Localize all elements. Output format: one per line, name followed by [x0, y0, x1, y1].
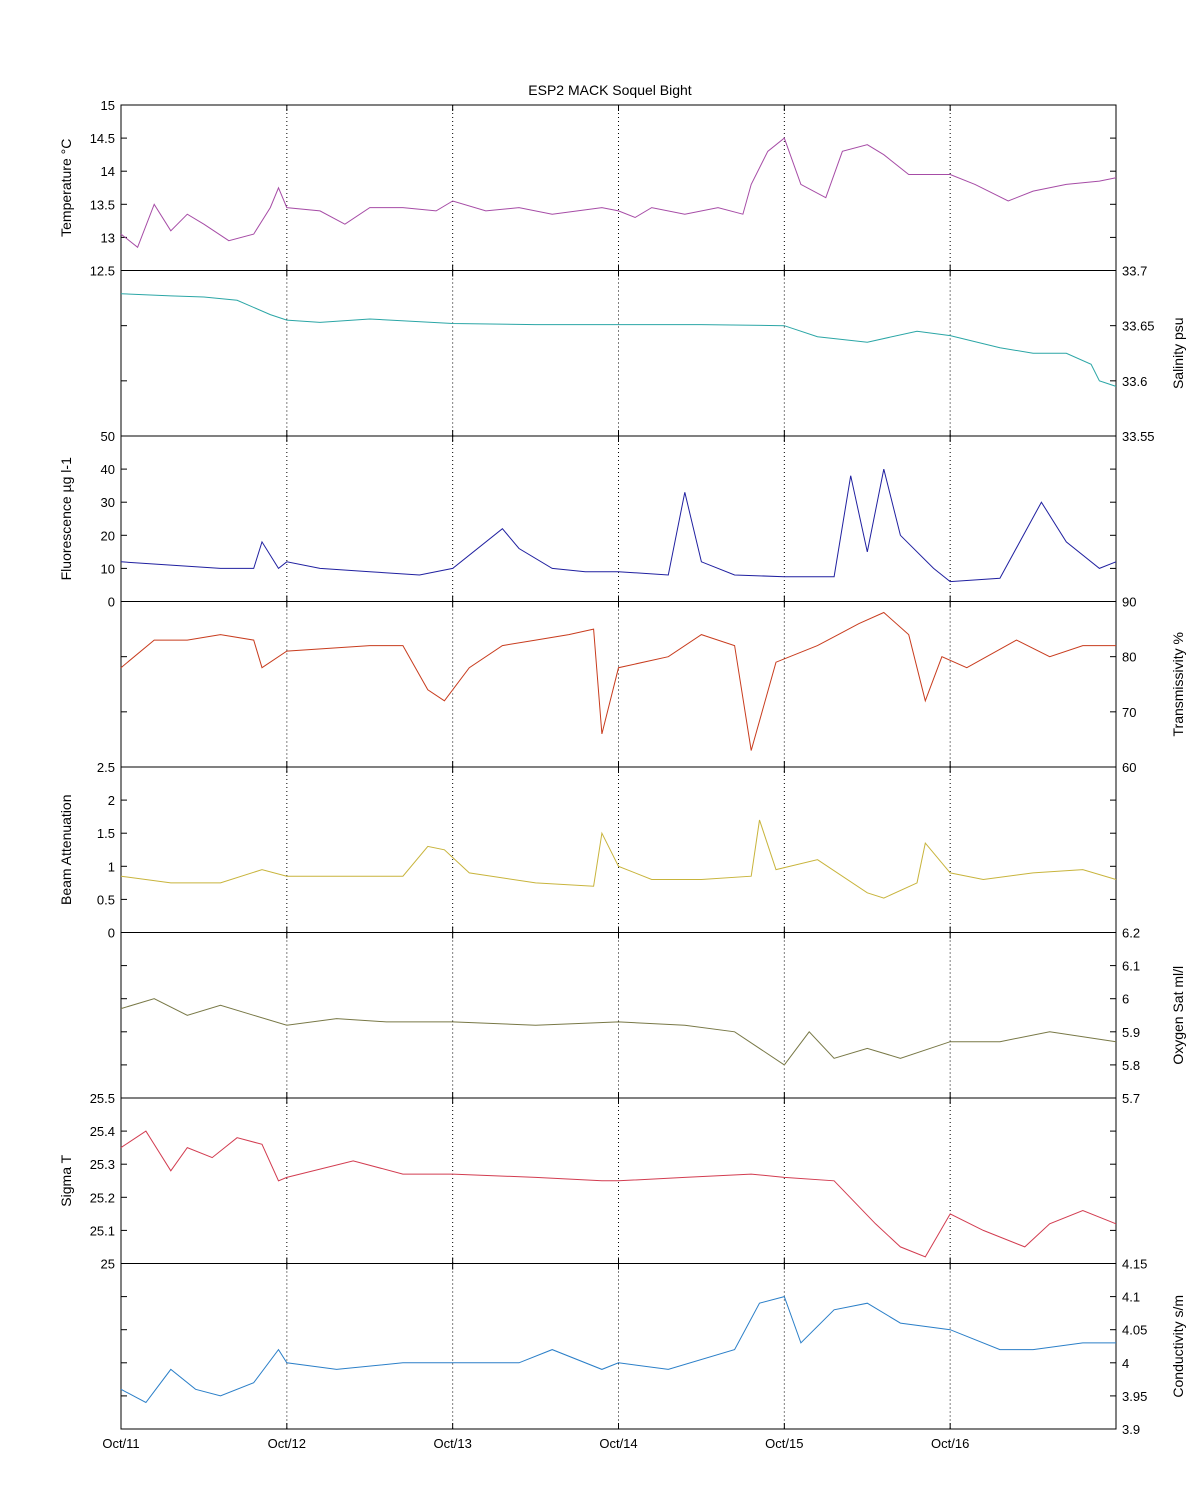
- sigma-t-ytick-label: 25.3: [90, 1157, 115, 1172]
- temperature-axis-label: Temperature °C: [58, 139, 74, 237]
- fluorescence-series-line: [120, 468, 1117, 583]
- fluorescence-axis-label: Fluorescence µg l-1: [58, 457, 74, 580]
- transmissivity-series-line: [120, 611, 1116, 751]
- oxygen-ytick-label: 5.7: [1122, 1091, 1140, 1106]
- x-tick-label: Oct/16: [931, 1436, 969, 1451]
- transmissivity-ytick-label: 90: [1122, 595, 1136, 610]
- oxygen-ytick-label: 5.8: [1122, 1058, 1140, 1073]
- temperature-ytick-label: 14.5: [90, 131, 115, 146]
- conductivity-ytick-label: 4.15: [1122, 1257, 1147, 1272]
- sigma-t-axis-label: Sigma T: [58, 1154, 74, 1206]
- conductivity-ytick-label: 4: [1122, 1356, 1129, 1371]
- transmissivity-ytick-label: 80: [1122, 650, 1136, 665]
- oxygen-series-line: [120, 998, 1117, 1066]
- oxygen-axis-label: Oxygen Sat ml/l: [1170, 966, 1186, 1065]
- fluorescence-ytick-label: 20: [101, 528, 115, 543]
- salinity-ytick-label: 33.6: [1122, 374, 1147, 389]
- salinity-ytick-label: 33.7: [1122, 264, 1147, 279]
- conductivity-ytick-label: 3.95: [1122, 1389, 1147, 1404]
- temperature-ytick-label: 13.5: [90, 197, 115, 212]
- beam-attenuation-axis-label: Beam Attenuation: [58, 794, 74, 905]
- salinity-axis-label: Salinity psu: [1170, 317, 1186, 389]
- fluorescence-ytick-label: 30: [101, 495, 115, 510]
- transmissivity-axis-label: Transmissivity %: [1170, 632, 1186, 737]
- conductivity-axis-label: Conductivity s/m: [1170, 1295, 1186, 1398]
- conductivity-ytick-label: 4.1: [1122, 1290, 1140, 1305]
- oxygen-ytick-label: 5.9: [1122, 1025, 1140, 1040]
- beam-attenuation-ytick-label: 0.5: [97, 892, 115, 907]
- x-tick-label: Oct/13: [434, 1436, 472, 1451]
- sigma-t-ytick-label: 25.1: [90, 1223, 115, 1238]
- temperature-series-line: [120, 137, 1117, 249]
- conductivity-ytick-label: 3.9: [1122, 1422, 1140, 1437]
- salinity-series-line: [120, 293, 1117, 387]
- oxygen-ytick-label: 6: [1122, 992, 1129, 1007]
- sigma-t-series-line: [120, 1130, 1117, 1258]
- fluorescence-ytick-label: 40: [101, 462, 115, 477]
- temperature-ytick-label: 13: [101, 230, 115, 245]
- beam-attenuation-ytick-label: 2: [108, 793, 115, 808]
- conductivity-series-line: [120, 1295, 1116, 1404]
- beam-attenuation-ytick-label: 0: [108, 926, 115, 941]
- beam-attenuation-ytick-label: 1.5: [97, 826, 115, 841]
- beam-attenuation-ytick-label: 2.5: [97, 760, 115, 775]
- transmissivity-ytick-label: 60: [1122, 760, 1136, 775]
- oxygen-ytick-label: 6.1: [1122, 959, 1140, 974]
- sigma-t-ytick-label: 25.5: [90, 1091, 115, 1106]
- chart-title: ESP2 MACK Soquel Bight: [528, 82, 692, 98]
- temperature-ytick-label: 14: [101, 164, 115, 179]
- transmissivity-ytick-label: 70: [1122, 705, 1136, 720]
- x-tick-label: Oct/14: [599, 1436, 637, 1451]
- x-tick-label: Oct/12: [268, 1436, 306, 1451]
- sigma-t-ytick-label: 25.4: [90, 1124, 115, 1139]
- beam-attenuation-ytick-label: 1: [108, 859, 115, 874]
- x-tick-label: Oct/11: [102, 1436, 139, 1451]
- temperature-ytick-label: 15: [101, 98, 115, 113]
- oxygen-ytick-label: 6.2: [1122, 926, 1140, 941]
- fluorescence-ytick-label: 0: [108, 595, 115, 610]
- fluorescence-ytick-label: 50: [101, 429, 115, 444]
- beam-attenuation-series-line: [120, 819, 1117, 899]
- sigma-t-ytick-label: 25.2: [90, 1190, 115, 1205]
- salinity-ytick-label: 33.55: [1122, 429, 1155, 444]
- temperature-ytick-label: 12.5: [90, 264, 115, 279]
- sigma-t-ytick-label: 25: [101, 1257, 115, 1272]
- salinity-ytick-label: 33.65: [1122, 319, 1155, 334]
- x-tick-label: Oct/15: [765, 1436, 803, 1451]
- conductivity-ytick-label: 4.05: [1122, 1323, 1147, 1338]
- fluorescence-ytick-label: 10: [101, 561, 115, 576]
